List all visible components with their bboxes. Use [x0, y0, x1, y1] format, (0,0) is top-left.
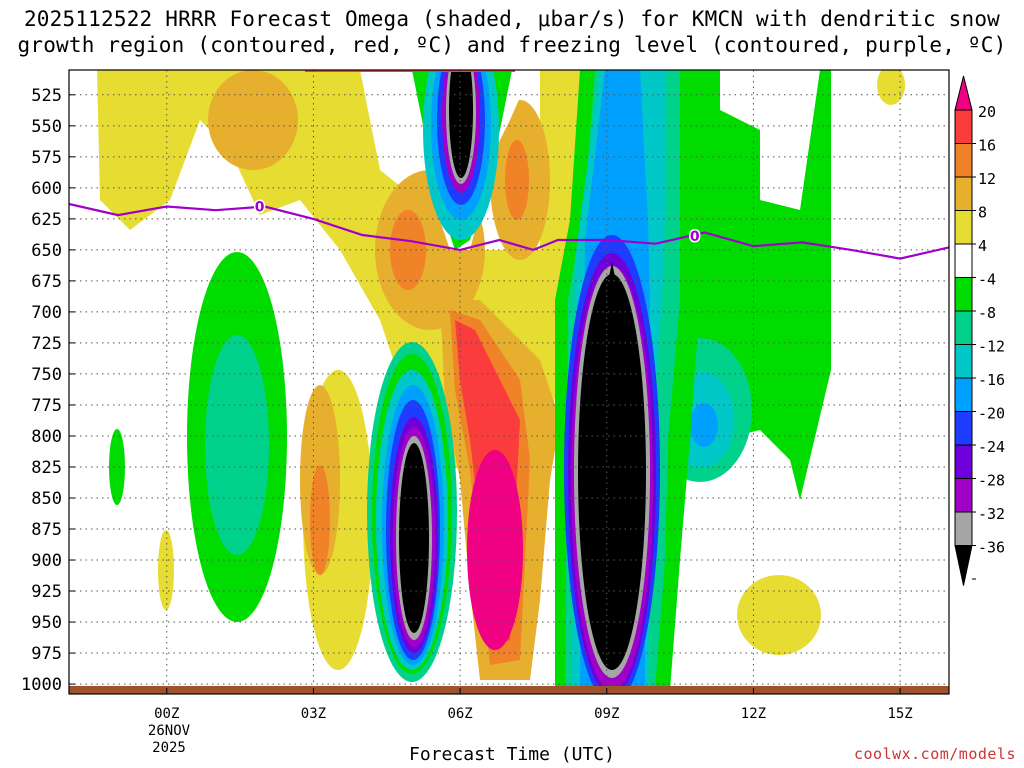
colorbar-label-8: 8	[978, 204, 987, 222]
colorbar-label-16: 16	[978, 137, 996, 155]
y-tick-label-800: 800	[31, 427, 62, 447]
colorbar-box-0	[954, 109, 973, 144]
y-tick-label-875: 875	[31, 520, 62, 540]
plot-frame	[68, 69, 950, 695]
colorbar-label--32: -32	[978, 505, 1005, 523]
omega-blue-region-east	[690, 403, 718, 447]
chart-title-line2: growth region (contoured, red, ºC) and f…	[17, 33, 1007, 57]
x-tick-label-12Z: 12Z	[741, 706, 766, 722]
x-tick-label-15Z: 15Z	[887, 706, 912, 722]
y-tick-label-650: 650	[31, 241, 62, 261]
omega-orange-lower	[310, 465, 330, 575]
colorbar-label--8: -8	[978, 304, 996, 322]
y-tick-label-750: 750	[31, 365, 62, 385]
colorbar-label--36: -36	[978, 539, 1005, 557]
omega-ascent-core-black	[399, 443, 429, 633]
y-tick-label-775: 775	[31, 396, 62, 416]
colorbar-label-12: 12	[978, 170, 996, 188]
omega-yellow-corner	[877, 70, 905, 105]
colorbar-box-4	[954, 243, 973, 278]
colorbar-bottom-triangle	[954, 545, 973, 586]
colorbar-label--28: -28	[978, 472, 1005, 490]
y-tick-label-675: 675	[31, 272, 62, 292]
colorbar-box-8	[954, 377, 973, 412]
x-date-label-year: 2025	[152, 740, 186, 756]
omega-orange-aloft	[505, 140, 529, 220]
colorbar-label--20: -20	[978, 405, 1005, 423]
colorbar-box-10	[954, 444, 973, 479]
omega-black-aloft	[449, 70, 473, 178]
y-tick-label-525: 525	[31, 86, 62, 106]
omega-red-top-edge	[305, 70, 515, 72]
ground-strip	[69, 686, 949, 694]
x-axis: 00Z 03Z 06Z 09Z 12Z 15Z	[154, 688, 913, 722]
x-tick-label-06Z: 06Z	[447, 706, 472, 722]
grid-lines	[69, 70, 949, 694]
omega-ascent-core-top-09z	[580, 262, 644, 420]
omega-teal-region-west	[205, 335, 269, 555]
colorbar-box-7	[954, 344, 973, 379]
y-tick-label-850: 850	[31, 489, 62, 509]
colorbar-box-2	[954, 176, 973, 211]
omega-descent-max-core	[467, 450, 523, 650]
y-tick-label-975: 975	[31, 644, 62, 664]
y-tick-label-1000: 1000	[21, 675, 62, 695]
y-tick-label-725: 725	[31, 334, 62, 354]
omega-yellow-region-southeast	[737, 575, 821, 655]
colorbar-top-triangle	[954, 75, 973, 111]
credit-link[interactable]: coolwx.com/models	[853, 745, 1016, 763]
colorbar-label-4: 4	[978, 237, 987, 255]
colorbar-label-20: 20	[978, 103, 996, 121]
freezing-level-contour: 00	[69, 198, 949, 260]
x-tick-label-03Z: 03Z	[301, 706, 326, 722]
y-tick-label-900: 900	[31, 551, 62, 571]
x-date-label-day: 26NOV	[148, 723, 191, 739]
colorbar-box-3	[954, 210, 973, 245]
y-tick-label-550: 550	[31, 117, 62, 137]
colorbar-box-5	[954, 277, 973, 312]
x-tick-label-00Z: 00Z	[154, 706, 179, 722]
omega-yellow-sliver	[158, 530, 174, 610]
omega-orange-light-upper-left	[208, 70, 298, 170]
colorbar: 20 16 12 8 4 -4 -8 -12 -16 -20 -24 -28 -32 -36	[954, 75, 1005, 586]
freezing-level-label: 0	[690, 229, 700, 245]
x-axis-title: Forecast Time (UTC)	[409, 744, 615, 765]
omega-orange-mid	[390, 210, 426, 290]
colorbar-box-6	[954, 310, 973, 345]
colorbar-box-1	[954, 143, 973, 178]
freezing-level-line	[69, 202, 949, 260]
y-tick-label-925: 925	[31, 582, 62, 602]
colorbar-box-11	[954, 478, 973, 513]
y-tick-label-625: 625	[31, 210, 62, 230]
y-tick-label-600: 600	[31, 179, 62, 199]
freezing-level-label: 0	[255, 199, 265, 215]
colorbar-box-9	[954, 411, 973, 446]
colorbar-label--12: -12	[978, 338, 1005, 356]
y-axis: 525 550 575 600 625 650 675 700 725 750 775 800 825 8…	[21, 86, 75, 695]
chart-title: 2025112522 HRRR Forecast Omega (shaded, …	[0, 6, 1024, 58]
y-tick-label-825: 825	[31, 458, 62, 478]
colorbar-label--4: -4	[978, 271, 996, 289]
colorbar-label--16: -16	[978, 371, 1005, 389]
y-tick-label-700: 700	[31, 303, 62, 323]
chart-title-line1: 2025112522 HRRR Forecast Omega (shaded, …	[23, 7, 1001, 31]
colorbar-box-12	[954, 511, 973, 546]
x-tick-label-09Z: 09Z	[594, 706, 619, 722]
y-tick-label-575: 575	[31, 148, 62, 168]
colorbar-label--24: -24	[978, 438, 1005, 456]
omega-shading	[97, 70, 905, 694]
y-tick-label-950: 950	[31, 613, 62, 633]
omega-green-sliver	[109, 429, 125, 505]
